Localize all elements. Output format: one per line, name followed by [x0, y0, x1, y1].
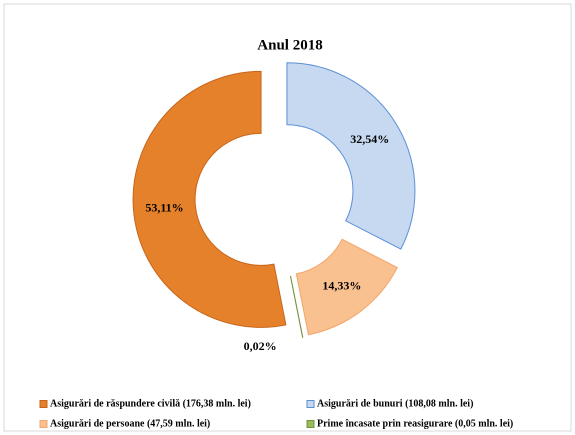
legend-label: Asigurări de răspundere civilă (176,38 m…: [50, 398, 251, 409]
chart-title: Anul 2018: [257, 37, 322, 53]
donut-slice: [289, 275, 304, 338]
data-label: 14,33%: [322, 278, 361, 292]
donut-slice: [132, 70, 287, 328]
legend-swatch: [39, 400, 48, 408]
data-label: 53,11%: [145, 201, 183, 215]
donut-slice: [295, 238, 399, 336]
legend-label: Asigurări de bunuri (108,08 mln. lei): [317, 398, 473, 409]
legend-swatch: [306, 420, 315, 428]
legend-swatch: [306, 400, 315, 408]
data-label: 32,54%: [350, 132, 389, 146]
donut-slice: [286, 62, 416, 250]
data-label: 0,02%: [244, 339, 277, 353]
legend-swatch: [39, 420, 48, 428]
legend-label: Prime încasate prin reasigurare (0,05 ml…: [317, 418, 513, 429]
legend-label: Asigurări de persoane (47,59 mln. lei): [50, 418, 210, 429]
